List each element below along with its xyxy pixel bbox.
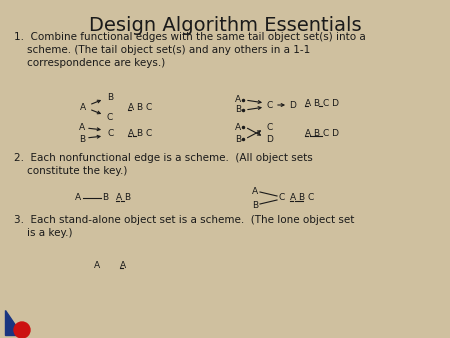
Text: 2.  Each nonfunctional edge is a scheme.  (All object sets
    constitute the ke: 2. Each nonfunctional edge is a scheme. … (14, 153, 313, 176)
Text: B: B (107, 93, 113, 101)
Text: B: B (79, 135, 85, 144)
Text: A: A (79, 122, 85, 131)
Text: Design Algorithm Essentials: Design Algorithm Essentials (89, 16, 361, 35)
Text: A B C: A B C (128, 102, 152, 112)
Text: A B C D: A B C D (305, 128, 339, 138)
Text: B: B (235, 105, 241, 115)
Text: A: A (235, 122, 241, 131)
Text: A: A (94, 261, 100, 269)
Text: C: C (267, 122, 273, 131)
Text: C: C (279, 193, 285, 202)
Text: A: A (80, 102, 86, 112)
Text: A: A (252, 187, 258, 195)
Text: A B C: A B C (290, 193, 314, 202)
Text: B: B (102, 193, 108, 202)
Text: A: A (75, 193, 81, 202)
Text: 3.  Each stand-alone object set is a scheme.  (The lone object set
    is a key.: 3. Each stand-alone object set is a sche… (14, 215, 355, 238)
Text: A B C D: A B C D (305, 98, 339, 107)
Text: D: D (266, 135, 274, 144)
Text: C: C (108, 128, 114, 138)
Text: D: D (289, 100, 297, 110)
Polygon shape (5, 310, 22, 335)
Text: B: B (252, 200, 258, 210)
Circle shape (14, 322, 30, 338)
Text: B: B (235, 135, 241, 144)
Text: C: C (107, 113, 113, 121)
Text: A B C: A B C (128, 128, 152, 138)
Text: A B: A B (116, 193, 131, 202)
Text: A: A (120, 261, 126, 269)
Text: A: A (235, 96, 241, 104)
Text: 1.  Combine functional edges with the same tail object set(s) into a
    scheme.: 1. Combine functional edges with the sam… (14, 32, 366, 68)
Text: C: C (267, 100, 273, 110)
